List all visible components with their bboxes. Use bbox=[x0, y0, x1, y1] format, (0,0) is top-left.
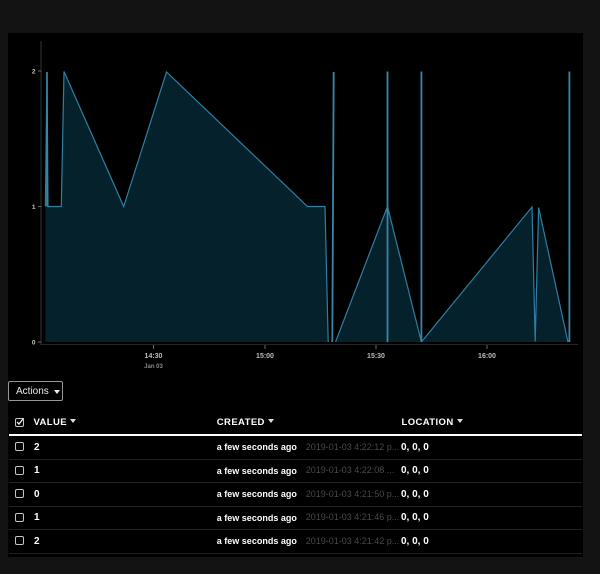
svg-text:15:30: 15:30 bbox=[367, 353, 385, 360]
svg-text:14:30: 14:30 bbox=[145, 353, 163, 360]
svg-text:16:00: 16:00 bbox=[478, 353, 496, 360]
svg-text:Jan 03: Jan 03 bbox=[144, 364, 163, 370]
svg-text:15:00: 15:00 bbox=[256, 353, 274, 360]
svg-text:2: 2 bbox=[32, 68, 36, 75]
svg-text:1: 1 bbox=[32, 204, 36, 211]
svg-text:0: 0 bbox=[32, 339, 36, 346]
